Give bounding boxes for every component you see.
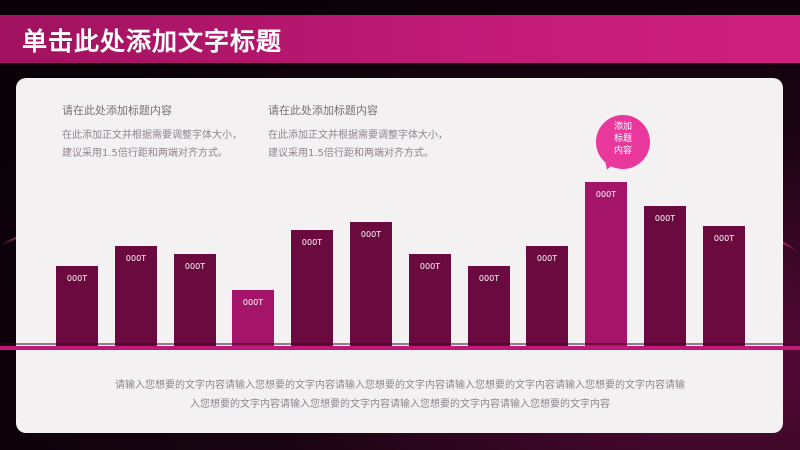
- bar-value-label: 000T: [713, 234, 735, 243]
- bar[interactable]: 000T: [526, 246, 568, 346]
- bar[interactable]: 000T: [468, 266, 510, 346]
- bar[interactable]: 000T: [291, 230, 333, 346]
- callout-line: 内容: [613, 146, 632, 156]
- baseline-shadow: [0, 343, 800, 345]
- text-block-1[interactable]: 请在此处添加标题内容 在此添加正文并根据需要调整字体大小， 建议采用1.5倍行距…: [62, 102, 242, 163]
- bar[interactable]: 000T: [350, 222, 392, 346]
- bar-value-label: 000T: [536, 254, 558, 263]
- bottom-text-line: 请输入您想要的文字内容请输入您想要的文字内容请输入您想要的文字内容请输入您想要的…: [115, 380, 685, 391]
- text-block-line: 在此添加正文并根据需要调整字体大小，: [268, 130, 448, 141]
- bar[interactable]: 000T: [232, 290, 274, 346]
- callout-bubble[interactable]: 添加 标题 内容: [596, 115, 650, 169]
- text-block-2[interactable]: 请在此处添加标题内容 在此添加正文并根据需要调整字体大小， 建议采用1.5倍行距…: [268, 102, 448, 163]
- baseline-line: [0, 346, 800, 350]
- bar-value-label: 000T: [242, 298, 264, 307]
- text-block-line: 在此添加正文并根据需要调整字体大小，: [62, 130, 242, 141]
- bar[interactable]: 000T: [56, 266, 98, 346]
- bar-value-label: 000T: [595, 190, 617, 199]
- bottom-text[interactable]: 请输入您想要的文字内容请输入您想要的文字内容请输入您想要的文字内容请输入您想要的…: [60, 376, 740, 414]
- bar-value-label: 000T: [301, 238, 323, 247]
- bar[interactable]: 000T: [644, 206, 686, 346]
- text-block-heading: 请在此处添加标题内容: [62, 104, 172, 117]
- bar-value-label: 000T: [184, 262, 206, 271]
- callout-text: 添加 标题 内容: [596, 121, 650, 157]
- text-block-line: 建议采用1.5倍行距和两端对齐方式。: [268, 148, 434, 159]
- bottom-text-line: 入您想要的文字内容请输入您想要的文字内容请输入您想要的文字内容请输入您想要的文字…: [190, 399, 610, 410]
- bar-value-label: 000T: [478, 274, 500, 283]
- bar-value-label: 000T: [66, 274, 88, 283]
- page-title[interactable]: 单击此处添加文字标题: [22, 27, 283, 56]
- bar-value-label: 000T: [654, 214, 676, 223]
- bar[interactable]: 000T: [174, 254, 216, 346]
- bar-value-label: 000T: [419, 262, 441, 271]
- bar[interactable]: 000T: [115, 246, 157, 346]
- bar[interactable]: 000T: [703, 226, 745, 346]
- bar-value-label: 000T: [125, 254, 147, 263]
- callout-line: 添加: [613, 122, 632, 132]
- text-block-line: 建议采用1.5倍行距和两端对齐方式。: [62, 148, 228, 159]
- bar-value-label: 000T: [360, 230, 382, 239]
- text-block-heading: 请在此处添加标题内容: [268, 104, 378, 117]
- callout-line: 标题: [613, 134, 632, 144]
- title-bar: [0, 15, 800, 63]
- bar[interactable]: 000T: [409, 254, 451, 346]
- bar[interactable]: 000T: [585, 182, 627, 346]
